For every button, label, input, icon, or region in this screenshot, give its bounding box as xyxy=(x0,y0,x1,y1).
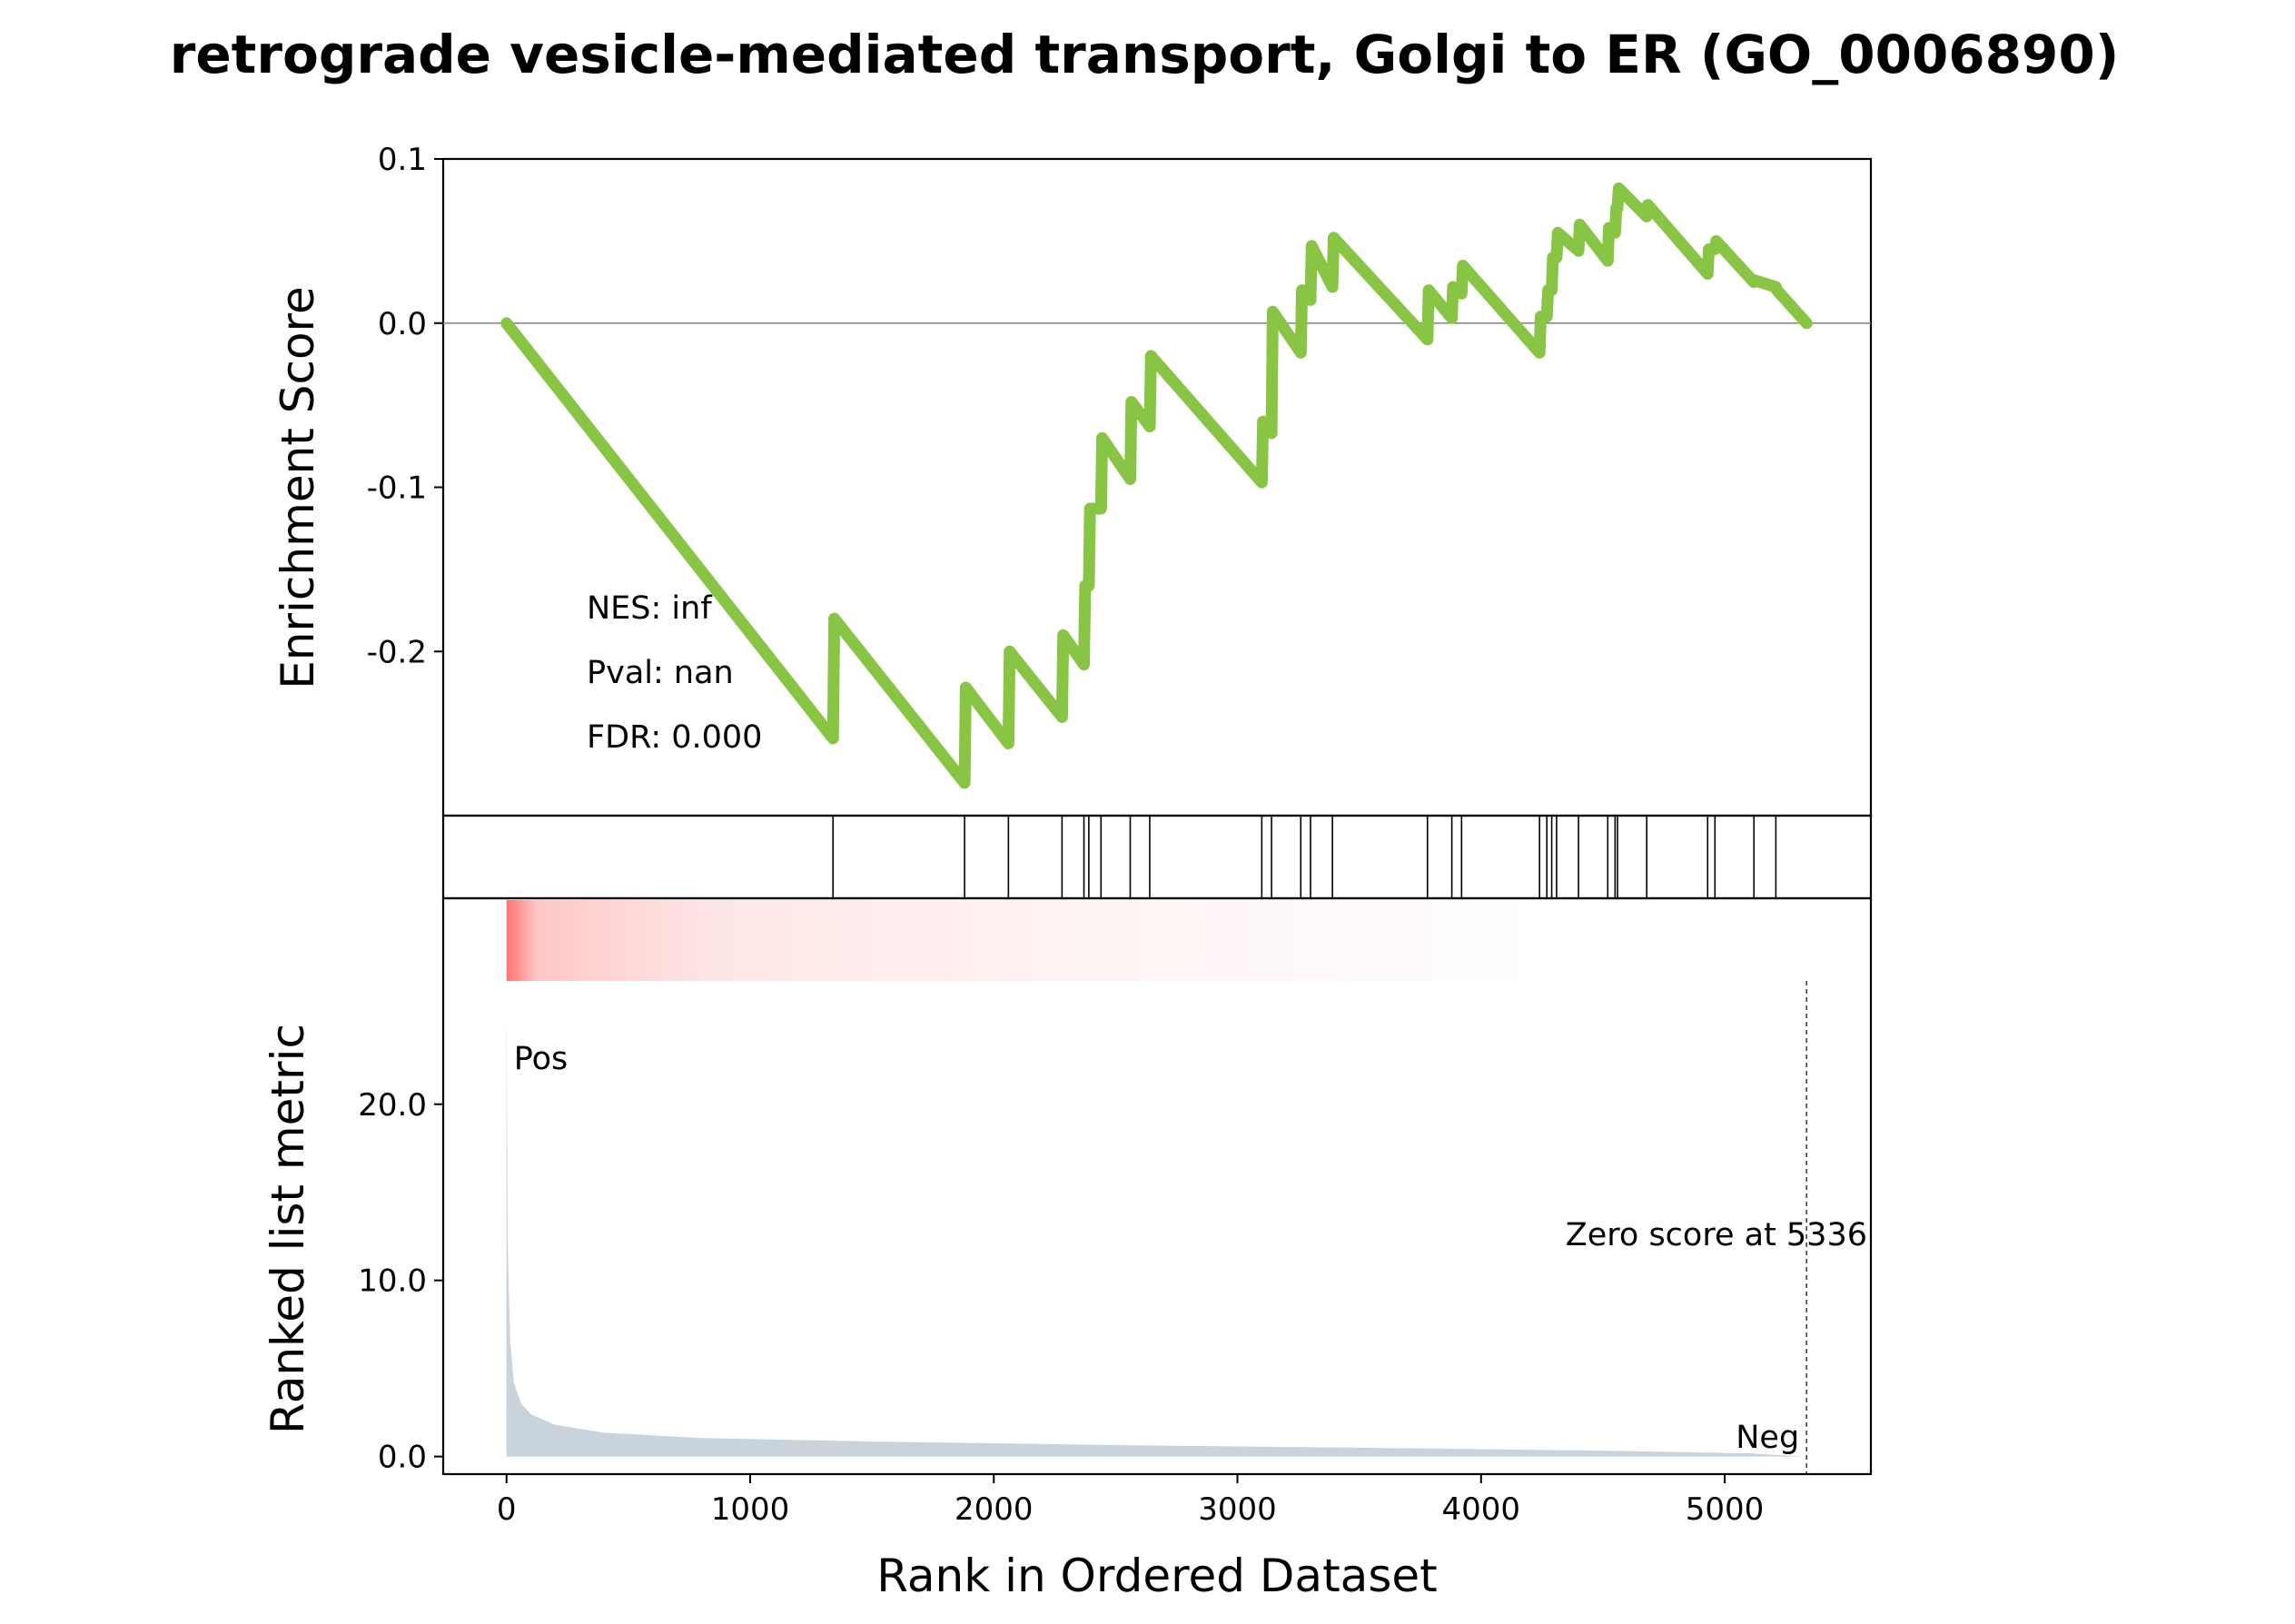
es-running-curve xyxy=(500,183,1813,789)
fdr-text: FDR: 0.000 xyxy=(587,719,762,756)
nes-text: NES: inf xyxy=(587,590,712,627)
es-y-tick-label: 0.1 xyxy=(378,142,427,178)
zero-score-text: Zero score at 5336 xyxy=(1566,1217,1867,1253)
es-y-tick-label: 0.0 xyxy=(378,306,427,342)
x-tick-label: 5000 xyxy=(1686,1491,1765,1528)
es-y-tick-label: -0.2 xyxy=(367,634,427,670)
enrichment-score-panel: 0.1 0.0 -0.1 -0.2 NES: inf Pval: nan FDR: 0… xyxy=(272,142,1873,817)
es-panel-frame xyxy=(441,157,1873,817)
metric-y-tick-label: 10.0 xyxy=(358,1263,427,1300)
pval-text: Pval: nan xyxy=(587,655,734,691)
heat-band xyxy=(506,900,1530,981)
x-axis-label: Rank in Ordered Dataset xyxy=(876,1550,1437,1602)
ranked-metric-panel: 0.0 10.0 20.0 Pos Neg Zero score at 5336 R… xyxy=(262,896,1873,1476)
gene-hits-panel xyxy=(441,814,1873,900)
x-tick-label: 0 xyxy=(497,1491,517,1528)
x-axis-ticks: 0 1000 2000 3000 4000 5000 xyxy=(497,1474,1764,1528)
hit-lines xyxy=(832,816,1777,898)
metric-y-tick-label: 20.0 xyxy=(358,1087,427,1124)
chart-title: retrograde vesicle-mediated transport, G… xyxy=(170,24,2120,85)
x-tick-label: 4000 xyxy=(1442,1491,1521,1528)
x-tick-label: 3000 xyxy=(1198,1491,1277,1528)
es-y-axis-ticks: 0.1 0.0 -0.1 -0.2 xyxy=(367,142,443,670)
metric-y-axis-label: Ranked list metric xyxy=(262,1024,314,1434)
es-y-tick-label: -0.1 xyxy=(367,470,427,507)
hit-panel-frame xyxy=(441,814,1873,900)
es-y-axis-label: Enrichment Score xyxy=(272,286,324,689)
x-tick-label: 2000 xyxy=(955,1491,1034,1528)
neg-label: Neg xyxy=(1736,1420,1799,1456)
metric-panel-frame xyxy=(441,896,1873,1476)
metric-y-axis-ticks: 0.0 10.0 20.0 xyxy=(358,1087,443,1476)
metric-y-tick-label: 0.0 xyxy=(378,1440,427,1476)
pos-label: Pos xyxy=(514,1041,569,1077)
x-tick-label: 1000 xyxy=(711,1491,790,1528)
